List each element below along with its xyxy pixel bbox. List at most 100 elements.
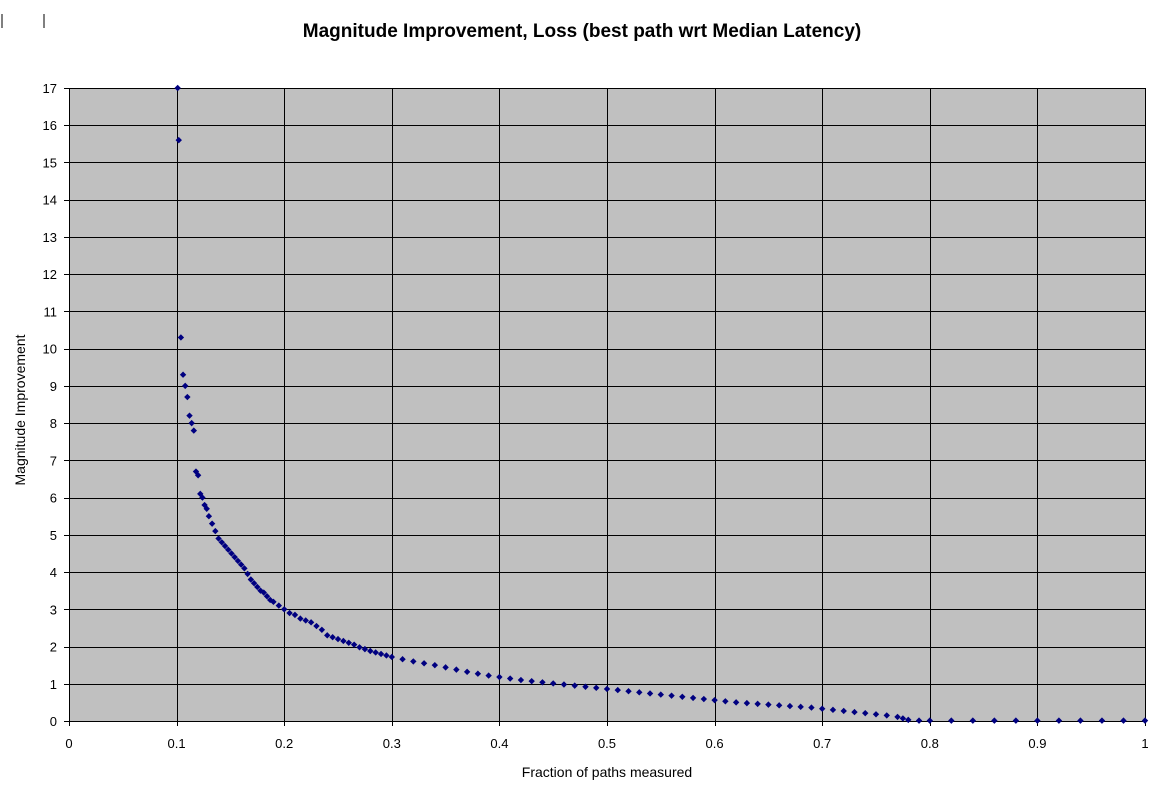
data-point xyxy=(318,626,326,633)
x-tick-label: 0.7 xyxy=(813,736,831,751)
data-point xyxy=(175,136,182,144)
data-point xyxy=(203,505,210,512)
data-point xyxy=(765,701,772,708)
data-point xyxy=(862,709,869,717)
data-point xyxy=(517,676,525,684)
data-point xyxy=(1120,717,1127,724)
data-point xyxy=(582,683,589,690)
data-point xyxy=(883,712,890,719)
data-point xyxy=(212,527,219,535)
data-point xyxy=(286,609,293,617)
y-tick-label: 16 xyxy=(43,118,57,133)
x-tick-label: 0.6 xyxy=(706,736,724,751)
data-point xyxy=(383,652,390,659)
y-tick-label: 5 xyxy=(50,528,57,543)
y-axis-label: Magnitude Improvement xyxy=(12,334,28,485)
data-point xyxy=(603,685,611,693)
data-point xyxy=(188,419,195,427)
data-point xyxy=(506,675,514,682)
data-point xyxy=(689,694,697,702)
data-point xyxy=(797,703,804,711)
data-point xyxy=(302,617,309,624)
data-point xyxy=(636,689,643,696)
data-point xyxy=(840,707,847,715)
y-tick-label: 11 xyxy=(44,304,58,319)
y-tick-label: 13 xyxy=(43,230,57,245)
data-point xyxy=(786,702,794,710)
data-point xyxy=(297,615,304,622)
data-point xyxy=(679,693,686,700)
data-point xyxy=(485,672,492,679)
data-point xyxy=(372,649,379,656)
data-point xyxy=(732,699,740,706)
data-point xyxy=(700,695,708,703)
data-point xyxy=(410,658,417,665)
data-point xyxy=(991,717,998,724)
y-tick-label: 14 xyxy=(43,193,57,208)
data-point xyxy=(356,644,363,651)
data-point xyxy=(267,596,274,604)
x-tick-label: 1 xyxy=(1141,736,1148,751)
data-point xyxy=(593,684,600,692)
data-point xyxy=(528,677,535,685)
data-point xyxy=(361,645,369,653)
data-point xyxy=(244,570,251,578)
data-point xyxy=(194,472,202,479)
data-point xyxy=(722,698,729,705)
y-tick-label: 6 xyxy=(50,491,57,506)
y-tick-label: 9 xyxy=(50,379,57,394)
data-point xyxy=(199,494,206,501)
data-point xyxy=(270,598,277,606)
x-tick-label: 0.5 xyxy=(598,736,616,751)
data-point xyxy=(241,565,248,572)
data-point xyxy=(711,696,718,704)
data-point xyxy=(625,688,632,695)
x-tick-label: 0.1 xyxy=(168,736,186,751)
x-tick-label: 0 xyxy=(65,736,72,751)
data-point xyxy=(431,661,439,669)
y-tick-label: 3 xyxy=(50,602,57,617)
data-point xyxy=(324,632,331,639)
data-point xyxy=(234,557,242,565)
data-point xyxy=(614,686,621,694)
y-tick-label: 7 xyxy=(50,453,57,468)
data-point xyxy=(190,427,198,434)
y-tick-label: 0 xyxy=(50,714,57,729)
data-point xyxy=(205,513,213,520)
data-point xyxy=(329,634,336,641)
x-tick-label: 0.8 xyxy=(921,736,939,751)
data-point xyxy=(260,589,267,596)
data-point xyxy=(208,520,216,527)
data-point xyxy=(668,692,675,699)
data-point xyxy=(560,681,568,688)
x-tick-label: 0.4 xyxy=(490,736,508,751)
data-point xyxy=(872,711,880,718)
y-tick-label: 8 xyxy=(50,416,57,431)
data-point xyxy=(174,84,181,92)
x-tick-label: 0.9 xyxy=(1028,736,1046,751)
data-point xyxy=(1077,717,1084,724)
y-tick-label: 2 xyxy=(50,640,57,655)
data-point xyxy=(250,580,258,587)
x-tick-label: 0.3 xyxy=(383,736,401,751)
data-point xyxy=(496,673,503,681)
data-point xyxy=(345,639,352,647)
data-point xyxy=(775,702,783,709)
data-point xyxy=(254,583,261,591)
data-point xyxy=(571,682,578,689)
data-point xyxy=(281,606,288,613)
data-point xyxy=(340,637,347,645)
data-point xyxy=(215,535,222,542)
data-point xyxy=(894,713,901,721)
data-point xyxy=(948,717,955,724)
axes xyxy=(64,88,1146,726)
data-point xyxy=(247,576,255,583)
gridlines xyxy=(69,88,1146,721)
data-point xyxy=(179,371,187,378)
chart-title: Magnitude Improvement, Loss (best path w… xyxy=(303,21,861,42)
data-point xyxy=(808,704,815,711)
data-point xyxy=(657,691,664,698)
data-point xyxy=(221,542,229,550)
data-point xyxy=(442,664,449,671)
